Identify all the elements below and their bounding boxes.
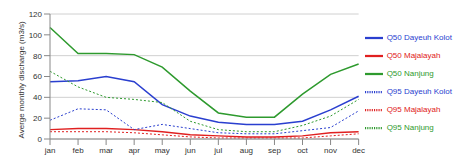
svg-text:mar: mar: [99, 146, 113, 155]
html-text:Q50 Majalayah: Q50 Majalayah: [386, 50, 441, 60]
svg-text:oct: oct: [297, 146, 308, 155]
svg-text:jan: jan: [44, 146, 56, 155]
svg-text:Averge monthly discharge (m3/s: Averge monthly discharge (m3/s): [17, 21, 26, 139]
html-text:Q50 Dayeuh Kolot: Q50 Dayeuh Kolot: [386, 32, 452, 42]
svg-text:100: 100: [29, 31, 43, 40]
svg-text:0: 0: [38, 135, 43, 144]
html-text:Q95 Majalayah: Q95 Majalayah: [386, 104, 441, 114]
svg-text:jul: jul: [213, 146, 222, 155]
svg-text:20: 20: [33, 114, 42, 123]
svg-text:jun: jun: [184, 146, 196, 155]
svg-text:dec: dec: [352, 146, 365, 155]
html-text:Q95 Nanjung: Q95 Nanjung: [386, 122, 434, 132]
html-text:Q50 Nanjung: Q50 Nanjung: [386, 68, 434, 78]
svg-text:may: may: [155, 146, 170, 155]
html-text:Q95 Dayeuh Kolot: Q95 Dayeuh Kolot: [386, 86, 452, 96]
svg-text:80: 80: [33, 52, 42, 61]
svg-text:aug: aug: [240, 146, 253, 155]
svg-text:120: 120: [29, 10, 43, 19]
svg-text:nov: nov: [324, 146, 337, 155]
svg-text:60: 60: [33, 72, 42, 81]
svg-text:feb: feb: [72, 146, 84, 155]
svg-text:apr: apr: [128, 146, 140, 155]
svg-text:sep: sep: [268, 146, 281, 155]
svg-text:40: 40: [33, 93, 42, 102]
